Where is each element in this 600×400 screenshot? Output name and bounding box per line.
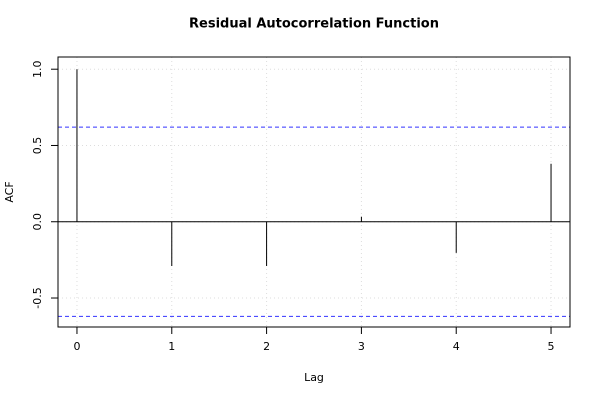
chart-title: Residual Autocorrelation Function xyxy=(189,17,439,32)
y-tick-label: 0.5 xyxy=(31,137,44,155)
x-tick-label: 4 xyxy=(453,340,460,353)
x-tick-label: 5 xyxy=(548,340,555,353)
y-tick-label: 1.0 xyxy=(31,60,44,78)
y-tick-label: 0.0 xyxy=(31,213,44,231)
x-axis-label: Lag xyxy=(304,371,324,384)
y-axis-label: ACF xyxy=(3,181,16,202)
x-tick-label: 3 xyxy=(358,340,365,353)
x-tick-label: 1 xyxy=(168,340,175,353)
plot-frame xyxy=(57,56,571,328)
y-tick-label: -0.5 xyxy=(31,287,44,308)
x-tick-label: 2 xyxy=(263,340,270,353)
x-tick-label: 0 xyxy=(73,340,80,353)
